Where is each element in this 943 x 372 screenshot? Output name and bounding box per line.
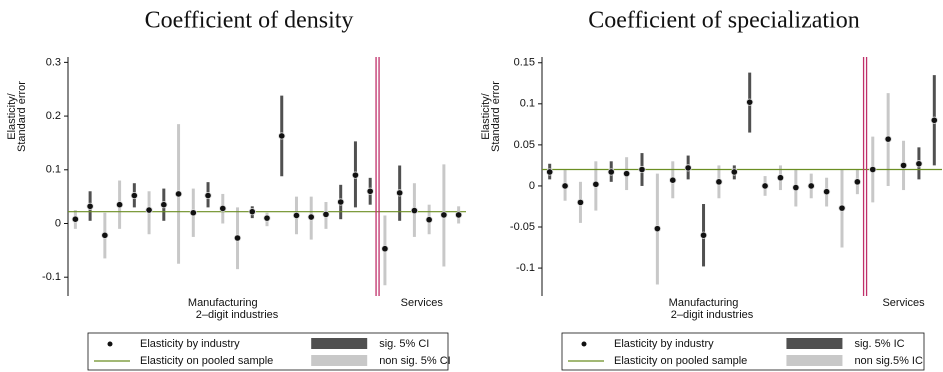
point [853,178,861,186]
group-label: Manufacturing [669,297,739,309]
y-tick-label: -0.1 [42,271,61,283]
point [130,191,138,200]
legend-label: non sig.5% IC [854,355,923,367]
point [746,98,754,106]
legend-box [561,332,925,371]
point [761,182,769,190]
x-axis-label: 2–digit industries [671,309,754,321]
point [561,182,569,190]
point [776,174,785,182]
y-axis-label: Elasticity/ [480,92,492,139]
legend-nonsig [311,355,368,366]
point [278,132,286,140]
y-tick-label: 0.3 [46,56,61,68]
point [115,201,124,209]
point [381,245,389,253]
point [248,208,256,216]
group-label: Manufacturing [188,297,258,309]
point [715,178,723,186]
point [174,190,183,198]
point [638,165,646,174]
x-axis-label: 2–digit industries [196,309,279,321]
y-tick-label: 0.2 [46,110,61,122]
legend-label: Elasticity on pooled sample [140,355,273,367]
point [307,213,315,221]
point [792,183,800,192]
point [838,204,846,212]
point [410,207,419,215]
point [219,204,227,213]
point [915,160,923,168]
point [930,116,938,124]
point [263,214,271,222]
legend-label: Elasticity by industry [614,338,714,350]
point [337,198,345,206]
point [292,211,301,220]
legend-point [107,341,113,347]
chart-title: Coefficient of density [145,8,354,34]
point [869,165,877,174]
legend-label: sig. 5% IC [854,338,904,350]
y-tick-label: 0 [529,180,535,192]
point [653,225,661,233]
point [823,188,831,196]
point [623,170,631,178]
point [592,180,600,188]
y-tick-label: 0.15 [514,57,535,69]
point [607,168,615,176]
point [71,215,79,223]
point [204,191,212,200]
point [899,161,908,170]
point [366,187,374,195]
y-tick-label: 0 [55,217,61,229]
legend-nonsig [786,355,843,366]
y-tick-label: -0.05 [510,221,535,233]
legend-label: sig. 5% CI [379,338,429,350]
y-axis-label: Elasticity/ [6,92,18,139]
y-tick-label: 0.1 [46,164,61,176]
point [145,206,153,214]
legend-sig [311,338,368,349]
group-label: Services [882,297,925,309]
group-label: Services [401,297,444,309]
point [884,135,892,143]
point [684,164,692,172]
point [455,211,463,219]
point [101,231,109,239]
point [322,210,330,218]
point [440,211,448,219]
point [699,231,708,239]
legend-box [87,332,449,371]
point [351,171,360,179]
point [425,216,433,224]
y-tick-label: 0.05 [514,139,535,151]
point [396,189,404,197]
point [160,201,168,209]
legend-label: non sig. 5% CI [379,355,451,367]
y-tick-label: -0.1 [516,262,535,274]
chart-title: Coefficient of specialization [588,8,859,34]
point [546,168,554,176]
legend-point [581,341,587,347]
legend-label: Elasticity by industry [140,338,240,350]
point [576,198,585,206]
point [86,202,94,210]
y-axis-label: Standard error [16,81,28,152]
y-axis-label: Standard error [490,81,502,152]
point [730,168,738,176]
y-tick-label: 0.1 [520,98,535,110]
point [669,176,677,184]
point [233,234,242,242]
point [807,182,815,190]
legend-sig [786,338,843,349]
legend-label: Elasticity on pooled sample [614,355,747,367]
point [189,209,197,217]
